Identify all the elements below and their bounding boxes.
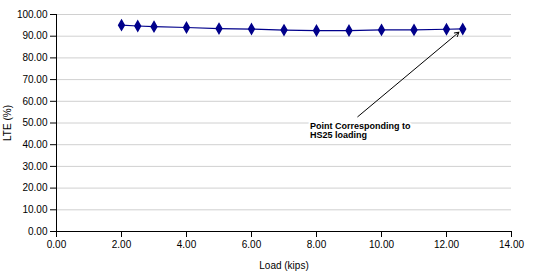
svg-text:0.00: 0.00 [28, 226, 48, 237]
svg-text:100.00: 100.00 [17, 9, 48, 20]
svg-text:80.00: 80.00 [22, 52, 47, 63]
svg-text:Point Corresponding toHS25 loa: Point Corresponding toHS25 loading [310, 121, 411, 140]
svg-text:70.00: 70.00 [22, 74, 47, 85]
svg-text:14.00: 14.00 [499, 239, 524, 250]
svg-text:Load (kips): Load (kips) [259, 260, 308, 271]
svg-text:8.00: 8.00 [307, 239, 327, 250]
svg-text:6.00: 6.00 [242, 239, 262, 250]
svg-text:60.00: 60.00 [22, 96, 47, 107]
svg-text:0.00: 0.00 [47, 239, 67, 250]
svg-text:4.00: 4.00 [177, 239, 197, 250]
svg-text:90.00: 90.00 [22, 30, 47, 41]
svg-text:12.00: 12.00 [434, 239, 459, 250]
svg-text:30.00: 30.00 [22, 161, 47, 172]
svg-text:40.00: 40.00 [22, 139, 47, 150]
svg-text:20.00: 20.00 [22, 182, 47, 193]
svg-text:10.00: 10.00 [369, 239, 394, 250]
svg-text:2.00: 2.00 [112, 239, 132, 250]
svg-text:50.00: 50.00 [22, 117, 47, 128]
svg-text:LTE (%): LTE (%) [2, 105, 13, 141]
svg-text:10.00: 10.00 [22, 204, 47, 215]
